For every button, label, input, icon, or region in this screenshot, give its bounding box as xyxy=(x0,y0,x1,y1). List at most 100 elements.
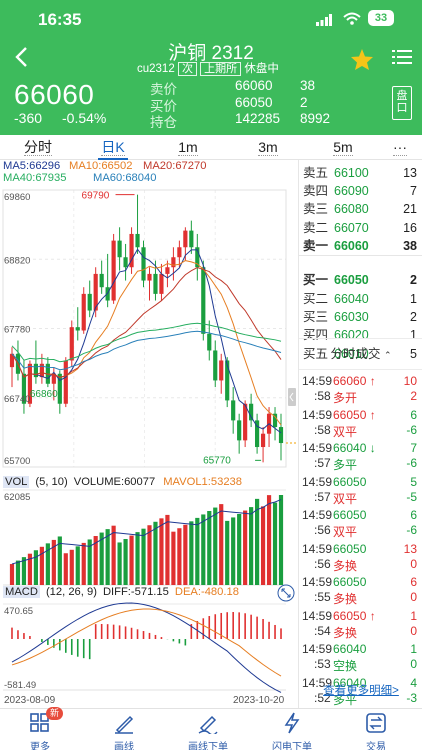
volume-bar xyxy=(266,495,272,585)
orderbook-row[interactable]: 买三 66030 2 xyxy=(299,308,422,326)
orderbook-level: 买五 xyxy=(303,346,329,361)
nav-item-4[interactable]: 交易 xyxy=(346,709,406,750)
tick-price: 66060 ↑ xyxy=(333,374,376,388)
orderbook-level: 买二 xyxy=(303,291,329,306)
volume-bar xyxy=(63,553,68,585)
nav-item-2[interactable]: 画线下单 xyxy=(178,709,238,750)
tick-oi-change: 0 xyxy=(410,657,417,671)
orderbook-row[interactable]: 买五 66010 5 xyxy=(299,345,422,363)
tick-oi-change: 0 xyxy=(410,556,417,571)
star-icon[interactable] xyxy=(350,48,374,75)
orderbook-row[interactable]: 卖五 66100 13 xyxy=(299,164,422,182)
orderbook-toggle-button[interactable]: 盘口 xyxy=(392,86,412,120)
lightning-icon xyxy=(262,712,322,736)
more-details-link[interactable]: 查看更多明细> xyxy=(323,685,399,697)
price-axis-label: 66740 xyxy=(4,394,30,405)
orderbook-volume: 2 xyxy=(410,273,417,288)
diff-value: DIFF:-571.15 xyxy=(102,586,169,598)
volume-bar xyxy=(135,532,140,585)
nav-item-1[interactable]: 画线 xyxy=(94,709,154,750)
orderbook-volume: 13 xyxy=(403,166,417,180)
candle-body xyxy=(141,247,146,281)
tick-oi-change: -6 xyxy=(406,456,417,470)
ma-line xyxy=(11,330,282,371)
volume-bar xyxy=(201,514,206,585)
orderbook-price: 66080 xyxy=(334,202,369,217)
tick-oi-change: 2 xyxy=(410,389,417,403)
ma-legend-item: MA40:67935 xyxy=(3,172,67,184)
dea-value: DEA:-480.18 xyxy=(174,586,239,598)
side-handle[interactable] xyxy=(288,388,296,406)
candle-body xyxy=(93,273,98,311)
tab-1[interactable]: 日K xyxy=(98,135,128,160)
volume-bar xyxy=(99,532,104,585)
nav-item-0[interactable]: 更多 新 xyxy=(10,707,70,750)
tab-label: 5m xyxy=(333,139,353,156)
tick-row: 14:59:56 66050 多换 13 0 xyxy=(299,540,422,573)
market-state: 休盘中 xyxy=(244,63,279,75)
volume-bar xyxy=(147,525,152,585)
candle-body xyxy=(260,433,266,448)
orderbook-level: 卖四 xyxy=(303,184,329,199)
price-axis-label: 67780 xyxy=(4,325,30,336)
menu-icon[interactable] xyxy=(392,48,412,71)
tick-volume: 6 xyxy=(410,508,417,522)
kline-chart[interactable]: 69860 68820 67780 66740 65700 69790 65770 66860… xyxy=(0,160,298,708)
macd-params: (12, 26, 9) xyxy=(45,586,97,598)
macd-label[interactable]: MACD xyxy=(3,586,40,598)
volume-bar xyxy=(177,528,182,585)
tick-type: 多换 xyxy=(333,558,358,573)
volume-bar xyxy=(9,564,15,585)
vol-params: (5, 10) xyxy=(35,476,68,488)
vol-value: VOLUME:60077 xyxy=(73,476,156,488)
orderbook-row[interactable]: 卖三 66080 21 xyxy=(299,200,422,218)
candle-body xyxy=(195,247,200,268)
nav-label: 更多 xyxy=(30,742,50,750)
volume-bar xyxy=(69,549,74,585)
tab-3[interactable]: 3m xyxy=(255,135,281,160)
volume-bar xyxy=(243,510,248,585)
expand-icon[interactable] xyxy=(277,584,295,602)
quote-key: 持仓 xyxy=(150,115,177,130)
volume-bar xyxy=(171,531,176,585)
orderbook-price: 66050 xyxy=(334,273,369,288)
orderbook-toggle-label: 盘口 xyxy=(396,90,408,114)
tick-type: 多换 xyxy=(333,625,358,640)
orderbook-row[interactable]: 卖一 66060 38 xyxy=(299,237,422,256)
volume-bar xyxy=(255,498,260,585)
volume-bar xyxy=(195,517,200,585)
candle-body xyxy=(39,363,44,378)
tab-5[interactable]: ··· xyxy=(389,135,411,160)
tick-price: 66050 xyxy=(333,541,367,556)
tab-4[interactable]: 5m xyxy=(331,135,355,160)
orderbook-row[interactable]: 卖四 66090 7 xyxy=(299,182,422,200)
back-button[interactable] xyxy=(14,46,28,72)
tab-2[interactable]: 1m xyxy=(176,135,200,160)
dea-line xyxy=(11,608,282,677)
exchange-tag: 上期所 xyxy=(200,62,242,76)
tick-type: 空换 xyxy=(333,659,358,673)
tab-0[interactable]: 分时 xyxy=(20,135,56,160)
tick-time: 14:59 xyxy=(302,441,333,455)
nav-label: 画线下单 xyxy=(188,742,228,750)
orderbook-volume: 2 xyxy=(410,309,417,324)
candle-body xyxy=(135,233,140,248)
vol-label[interactable]: VOL xyxy=(3,476,30,488)
candle-body xyxy=(153,273,158,294)
orderbook-row[interactable]: 买一 66050 2 xyxy=(299,271,422,289)
tick-oi-change: -3 xyxy=(406,690,417,705)
orderbook-row[interactable]: 卖二 66070 16 xyxy=(299,219,422,237)
volume-bar xyxy=(219,504,224,585)
nav-item-3[interactable]: 闪电下单 xyxy=(262,709,322,750)
quote-volume: 2 xyxy=(300,94,308,110)
draw-line-icon xyxy=(94,712,154,736)
candle-body xyxy=(207,333,212,351)
volume-bar xyxy=(123,539,128,585)
volume-bar xyxy=(260,506,266,585)
orderbook-price: 66100 xyxy=(334,166,369,180)
header: 16:35 33 沪铜 2312 cu2312 次 上期所 休盘中 66060 … xyxy=(0,0,422,135)
candle-body xyxy=(33,363,38,378)
orderbook-row[interactable]: 买二 66040 1 xyxy=(299,290,422,308)
orderbook-volume: 38 xyxy=(403,238,417,253)
volume-bar xyxy=(183,524,188,585)
